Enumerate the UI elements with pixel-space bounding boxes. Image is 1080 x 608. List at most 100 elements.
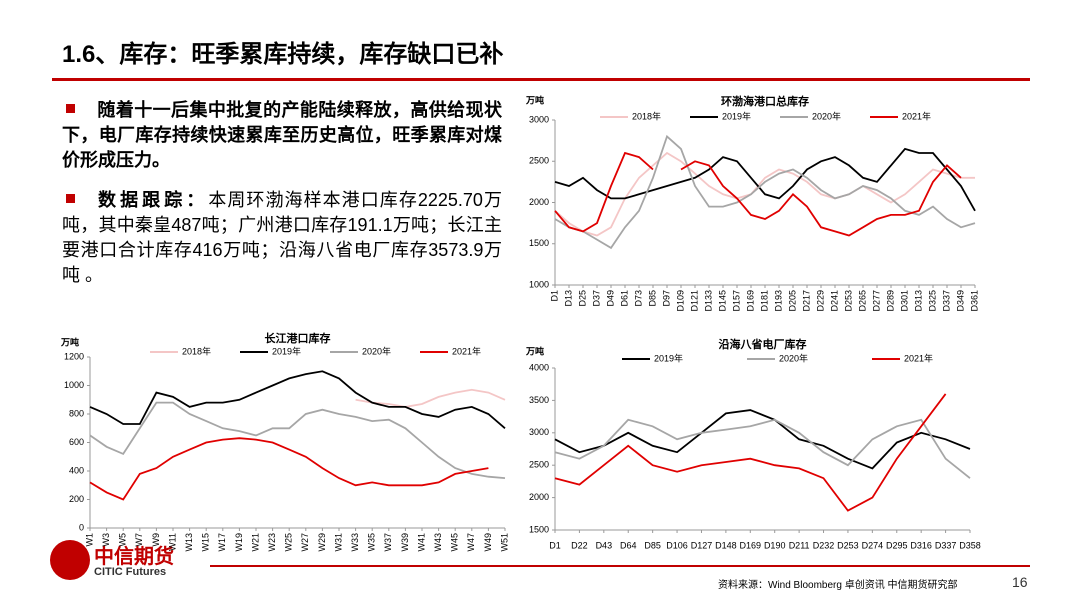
y-tick-label: 4000: [529, 362, 549, 372]
x-tick-label: D313: [913, 290, 923, 312]
bullet-label: 数据跟踪：: [97, 190, 209, 210]
chart-title: 长江港口库存: [265, 331, 331, 345]
x-tick-label: D37: [591, 290, 601, 307]
legend-label: 2019年: [654, 352, 683, 363]
x-tick-label: W33: [350, 533, 360, 552]
y-tick-label: 2000: [529, 492, 549, 502]
legend-label: 2019年: [722, 110, 751, 121]
x-tick-label: W43: [433, 533, 443, 552]
x-tick-label: D1: [549, 540, 561, 550]
y-tick-label: 400: [69, 465, 84, 475]
x-tick-label: D232: [813, 540, 835, 550]
x-tick-label: D241: [829, 290, 839, 312]
x-tick-label: D169: [740, 540, 762, 550]
x-tick-label: W21: [250, 533, 260, 552]
x-tick-label: D205: [787, 290, 797, 312]
x-tick-label: D325: [927, 290, 937, 312]
x-tick-label: W51: [499, 533, 509, 552]
series-line: [554, 409, 971, 470]
bullet: 数据跟踪：本周环渤海样本港口库存2225.70万吨，其中秦皇487吨；广州港口库…: [62, 188, 502, 288]
logo-text: 中信期货: [94, 546, 174, 568]
y-tick-label: 200: [69, 494, 84, 504]
x-tick-label: D337: [941, 290, 951, 312]
y-unit: 万吨: [525, 94, 544, 105]
x-tick-label: D148: [715, 540, 737, 550]
x-tick-label: D1: [549, 290, 559, 302]
x-tick-label: W17: [217, 533, 227, 552]
x-tick-label: W49: [483, 533, 493, 552]
series-line: [89, 370, 506, 429]
x-tick-label: W1: [84, 533, 94, 547]
x-tick-label: W39: [400, 533, 410, 552]
x-tick-label: D85: [647, 290, 657, 307]
y-tick-label: 800: [69, 408, 84, 418]
x-tick-label: D73: [633, 290, 643, 307]
y-tick-label: 1500: [529, 238, 549, 248]
x-tick-label: W15: [201, 533, 211, 552]
x-tick-label: D85: [644, 540, 661, 550]
y-tick-label: 1200: [64, 351, 84, 361]
x-tick-label: D337: [935, 540, 957, 550]
logo-subtext: CITIC Futures: [94, 566, 167, 578]
chart-title: 沿海八省电厂库存: [719, 337, 807, 351]
legend-label: 2021年: [452, 345, 481, 356]
x-tick-label: D169: [745, 290, 755, 312]
x-tick-label: D157: [731, 290, 741, 312]
x-tick-label: W23: [267, 533, 277, 552]
y-tick-label: 3000: [529, 427, 549, 437]
x-tick-label: W41: [416, 533, 426, 552]
bullet: 随着十一后集中批复的产能陆续释放，高供给现状下，电厂库存持续快速累库至历史高位，…: [62, 98, 502, 173]
x-tick-label: W35: [367, 533, 377, 552]
x-tick-label: D106: [666, 540, 688, 550]
x-tick-label: D349: [955, 290, 965, 312]
x-tick-label: D181: [759, 290, 769, 312]
x-tick-label: D289: [885, 290, 895, 312]
series-line: [554, 393, 947, 512]
x-tick-label: W19: [234, 533, 244, 552]
y-tick-label: 3500: [529, 395, 549, 405]
x-tick-label: D277: [871, 290, 881, 312]
x-tick-label: D193: [773, 290, 783, 312]
x-tick-label: D61: [619, 290, 629, 307]
slide-title: 1.6、库存：旺季累库持续，库存缺口已补: [62, 41, 504, 68]
chart-title: 环渤海港口总库存: [721, 94, 809, 108]
y-tick-label: 2500: [529, 460, 549, 470]
x-tick-label: D211: [789, 540, 810, 550]
x-tick-label: W5: [118, 533, 128, 547]
series-line: [554, 418, 971, 479]
x-tick-label: D22: [571, 540, 588, 550]
bullet-text: 随着十一后集中批复的产能陆续释放，高供给现状下，电厂库存持续快速累库至历史高位，…: [62, 100, 502, 170]
x-tick-label: W9: [151, 533, 161, 547]
x-tick-label: D97: [661, 290, 671, 307]
x-tick-label: D64: [620, 540, 637, 550]
y-tick-label: 0: [79, 522, 84, 532]
x-tick-label: W25: [284, 533, 294, 552]
x-tick-label: D265: [857, 290, 867, 312]
x-tick-label: W27: [300, 533, 310, 552]
legend-label: 2020年: [779, 352, 808, 363]
legend-label: 2021年: [904, 352, 933, 363]
x-tick-label: D127: [691, 540, 713, 550]
x-tick-label: W3: [101, 533, 111, 547]
x-tick-label: W13: [184, 533, 194, 552]
legend-label: 2018年: [182, 345, 211, 356]
y-tick-label: 1500: [529, 524, 549, 534]
x-tick-label: D25: [577, 290, 587, 307]
series-line: [355, 388, 506, 408]
bullet-text: 本周环渤海样本港口库存2225.70万吨，其中秦皇487吨；广州港口库存191.…: [62, 190, 502, 285]
legend-label: 2020年: [812, 110, 841, 121]
series-line: [89, 401, 506, 479]
legend-label: 2018年: [632, 110, 661, 121]
legend-label: 2021年: [902, 110, 931, 121]
x-tick-label: D217: [801, 290, 811, 312]
y-tick-label: 600: [69, 437, 84, 447]
x-tick-label: D133: [703, 290, 713, 312]
x-tick-label: W7: [134, 533, 144, 547]
x-tick-label: W11: [167, 533, 177, 551]
title-rule: [52, 78, 1030, 81]
x-tick-label: W45: [450, 533, 460, 552]
logo-icon: [50, 540, 90, 580]
x-tick-label: W37: [383, 533, 393, 552]
